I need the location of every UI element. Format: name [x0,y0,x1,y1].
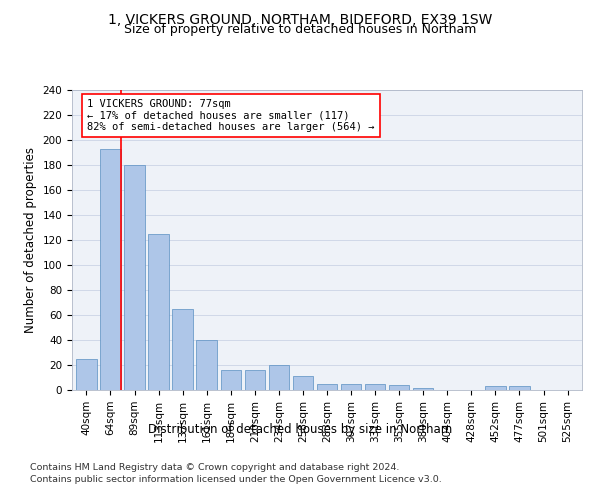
Bar [293,376,313,390]
Bar [413,388,433,390]
Bar [365,384,385,390]
Bar [509,386,530,390]
Bar [269,365,289,390]
Bar [172,308,193,390]
Text: Contains HM Land Registry data © Crown copyright and database right 2024.: Contains HM Land Registry data © Crown c… [30,464,400,472]
Bar [196,340,217,390]
Bar [76,359,97,390]
Text: 1 VICKERS GROUND: 77sqm
← 17% of detached houses are smaller (117)
82% of semi-d: 1 VICKERS GROUND: 77sqm ← 17% of detache… [88,99,375,132]
Text: Distribution of detached houses by size in Northam: Distribution of detached houses by size … [148,422,452,436]
Bar [221,370,241,390]
Bar [124,165,145,390]
Text: Contains public sector information licensed under the Open Government Licence v3: Contains public sector information licen… [30,475,442,484]
Bar [389,385,409,390]
Text: 1, VICKERS GROUND, NORTHAM, BIDEFORD, EX39 1SW: 1, VICKERS GROUND, NORTHAM, BIDEFORD, EX… [108,12,492,26]
Bar [341,384,361,390]
Y-axis label: Number of detached properties: Number of detached properties [24,147,37,333]
Text: Size of property relative to detached houses in Northam: Size of property relative to detached ho… [124,22,476,36]
Bar [100,149,121,390]
Bar [148,234,169,390]
Bar [245,370,265,390]
Bar [317,384,337,390]
Bar [485,386,506,390]
